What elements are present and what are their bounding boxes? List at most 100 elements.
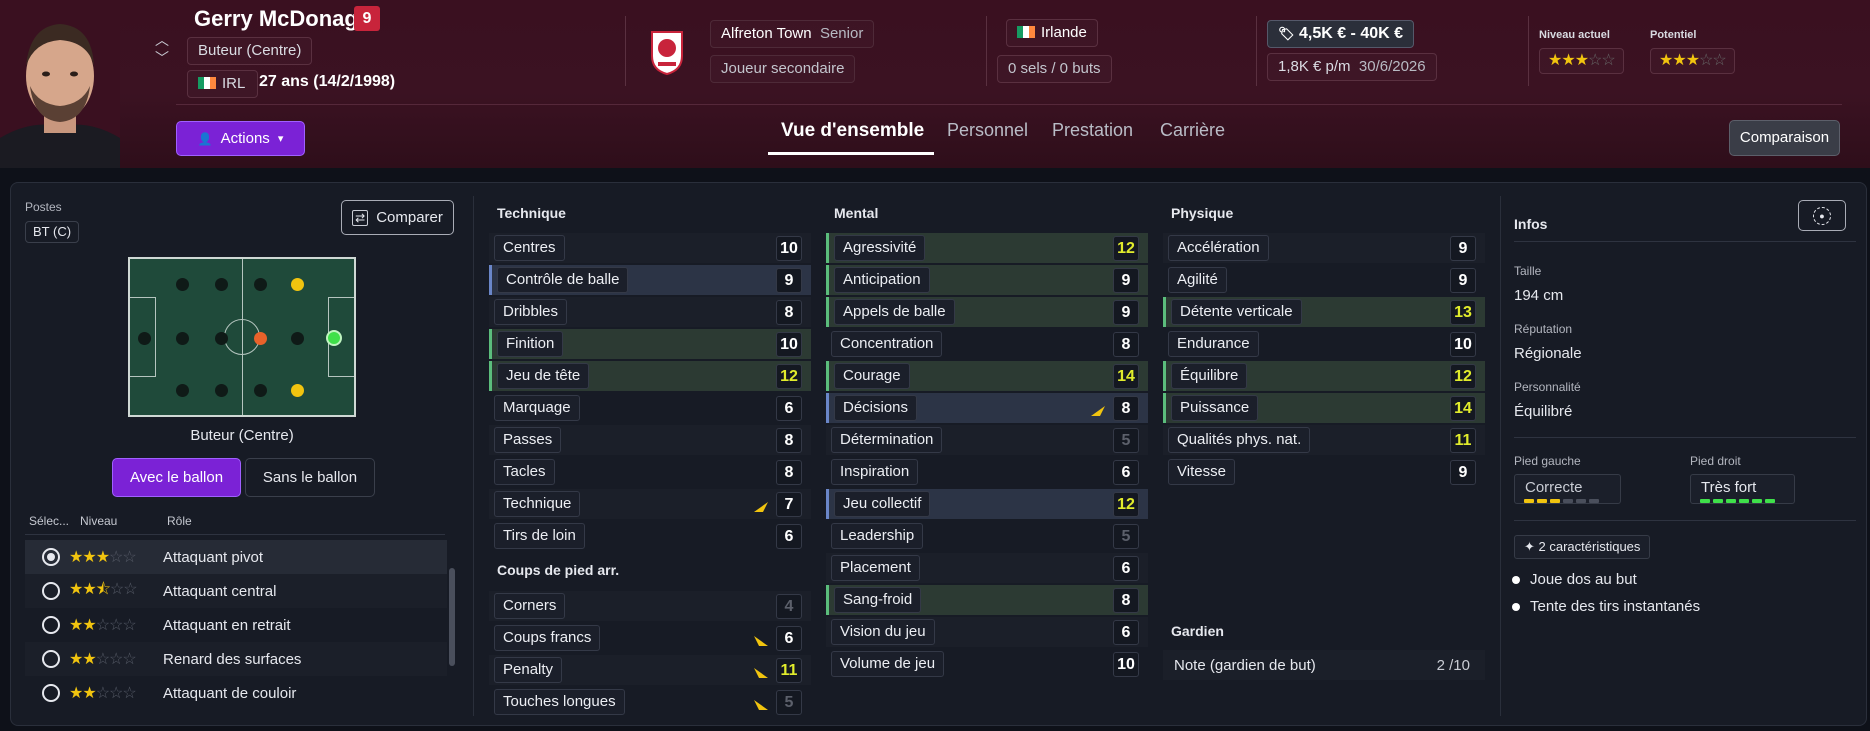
role-row[interactable]: ★★☆☆☆ Attaquant de couloir bbox=[25, 676, 447, 710]
attribute-row[interactable]: Courage 14 bbox=[826, 361, 1148, 391]
role-row[interactable]: ★★⯪☆☆ Attaquant central bbox=[25, 574, 447, 608]
height-label: Taille bbox=[1514, 264, 1542, 278]
attribute-row[interactable]: Contrôle de balle 9 bbox=[489, 265, 811, 295]
attribute-row[interactable]: Placement 6 bbox=[826, 553, 1148, 583]
attribute-row[interactable]: Technique 7 bbox=[489, 489, 811, 519]
attribute-row[interactable]: Passes 8 bbox=[489, 425, 811, 455]
without-ball-toggle[interactable]: Sans le ballon bbox=[245, 458, 375, 497]
position-dot bbox=[254, 384, 267, 397]
divider bbox=[1528, 16, 1529, 86]
attribute-row[interactable]: Accélération 9 bbox=[1163, 233, 1485, 263]
transfer-value: 🏷 4,5K € - 40K € bbox=[1267, 20, 1415, 48]
position-dot bbox=[291, 332, 304, 345]
attribute-row[interactable]: Agressivité 12 bbox=[826, 233, 1148, 263]
attribute-row[interactable]: Tirs de loin 6 bbox=[489, 521, 811, 551]
attribute-row[interactable]: Appels de balle 9 bbox=[826, 297, 1148, 327]
foot-strength-segment bbox=[1726, 499, 1736, 503]
attribute-row[interactable]: Touches longues 5 bbox=[489, 687, 811, 717]
attribute-value: 10 bbox=[776, 235, 802, 261]
role-radio[interactable] bbox=[42, 548, 60, 566]
attribute-row[interactable]: Anticipation 9 bbox=[826, 265, 1148, 295]
attribute-row[interactable]: Jeu de tête 12 bbox=[489, 361, 811, 391]
foot-strength-segment bbox=[1589, 499, 1599, 503]
attribute-row[interactable]: Jeu collectif 12 bbox=[826, 489, 1148, 519]
role-radio[interactable] bbox=[42, 684, 60, 702]
attribute-row[interactable]: Coups francs 6 bbox=[489, 623, 811, 653]
attribute-row[interactable]: Marquage 6 bbox=[489, 393, 811, 423]
club-info[interactable]: Alfreton Town Senior bbox=[710, 20, 875, 48]
with-ball-toggle[interactable]: Avec le ballon bbox=[112, 458, 241, 497]
attribute-row[interactable]: Puissance 14 bbox=[1163, 393, 1485, 423]
profile-view-button[interactable]: ● bbox=[1798, 200, 1846, 231]
attribute-value: 8 bbox=[776, 299, 802, 325]
attribute-value: 14 bbox=[1450, 395, 1476, 421]
attribute-row[interactable]: Volume de jeu 10 bbox=[826, 649, 1148, 679]
roles-scrollbar[interactable] bbox=[449, 568, 455, 666]
physical-title: Physique bbox=[1171, 205, 1234, 221]
attribute-row[interactable]: Équilibre 12 bbox=[1163, 361, 1485, 391]
tab-personal[interactable]: Personnel bbox=[947, 120, 1029, 140]
role-row[interactable]: ★★☆☆☆ Renard des surfaces bbox=[25, 642, 447, 676]
chevron-up-icon[interactable]: ︿ bbox=[155, 32, 169, 48]
attribute-name: Appels de balle bbox=[834, 299, 955, 325]
info-title: Infos bbox=[1514, 216, 1548, 232]
attribute-row[interactable]: Endurance 10 bbox=[1163, 329, 1485, 359]
role-stars: ★★★☆☆ bbox=[69, 549, 137, 566]
attribute-name: Vision du jeu bbox=[831, 619, 935, 645]
attribute-value: 9 bbox=[1450, 267, 1476, 293]
role-radio[interactable] bbox=[42, 582, 60, 600]
col-level[interactable]: Niveau bbox=[80, 514, 118, 528]
attribute-value: 8 bbox=[776, 459, 802, 485]
role-row[interactable]: ★★☆☆☆ Attaquant en retrait bbox=[25, 608, 447, 642]
set-pieces-title: Coups de pied arr. bbox=[497, 562, 620, 578]
chevron-down-icon[interactable]: ﹀ bbox=[155, 50, 169, 66]
attribute-value: 7 bbox=[776, 491, 802, 517]
attribute-value: 4 bbox=[776, 593, 802, 619]
compare-positions-button[interactable]: ⇄ Comparer bbox=[341, 200, 454, 235]
attribute-row[interactable]: Qualités phys. nat. 11 bbox=[1163, 425, 1485, 455]
attribute-value: 9 bbox=[1113, 267, 1139, 293]
attribute-row[interactable]: Vision du jeu 6 bbox=[826, 617, 1148, 647]
attribute-name: Agressivité bbox=[834, 235, 926, 261]
active-tab-indicator bbox=[768, 152, 934, 155]
foot-strength-segment bbox=[1765, 499, 1775, 503]
country-info[interactable]: Irlande bbox=[1006, 19, 1098, 47]
col-role[interactable]: Rôle bbox=[167, 514, 192, 528]
attribute-row[interactable]: Leadership 5 bbox=[826, 521, 1148, 551]
tab-performance[interactable]: Prestation bbox=[1052, 120, 1134, 140]
attribute-row[interactable]: Corners 4 bbox=[489, 591, 811, 621]
attribute-row[interactable]: Tacles 8 bbox=[489, 457, 811, 487]
attribute-row[interactable]: Concentration 8 bbox=[826, 329, 1148, 359]
comparison-button[interactable]: Comparaison bbox=[1729, 120, 1840, 156]
role-radio[interactable] bbox=[42, 616, 60, 634]
attribute-row[interactable]: Sang-froid 8 bbox=[826, 585, 1148, 615]
position-dot bbox=[176, 278, 189, 291]
attribute-row[interactable]: Finition 10 bbox=[489, 329, 811, 359]
club-crest-icon[interactable] bbox=[648, 26, 686, 76]
attribute-row[interactable]: Dribbles 8 bbox=[489, 297, 811, 327]
tab-overview[interactable]: Vue d'ensemble bbox=[781, 120, 925, 141]
trend-down-icon bbox=[754, 697, 768, 710]
current-ability-stars: ★★★☆☆ bbox=[1539, 48, 1624, 74]
attribute-row[interactable]: Détente verticale 13 bbox=[1163, 297, 1485, 327]
mental-title: Mental bbox=[834, 205, 879, 221]
attribute-row[interactable]: Agilité 9 bbox=[1163, 265, 1485, 295]
player-photo bbox=[0, 8, 120, 168]
attribute-row[interactable]: Inspiration 6 bbox=[826, 457, 1148, 487]
attribute-row[interactable]: Penalty 11 bbox=[489, 655, 811, 685]
attribute-name: Endurance bbox=[1168, 331, 1259, 357]
attribute-row[interactable]: Vitesse 9 bbox=[1163, 457, 1485, 487]
attribute-name: Jeu de tête bbox=[497, 363, 590, 389]
col-select[interactable]: Sélec... bbox=[29, 514, 70, 528]
personality-value: Équilibré bbox=[1514, 403, 1573, 420]
attribute-value: 12 bbox=[1113, 235, 1139, 261]
price-tag-icon: 🏷 bbox=[1278, 26, 1295, 41]
role-row[interactable]: ★★★☆☆ Attaquant pivot bbox=[25, 540, 447, 574]
foot-strength-segment bbox=[1713, 499, 1723, 503]
tab-career[interactable]: Carrière bbox=[1160, 120, 1226, 140]
attribute-row[interactable]: Centres 10 bbox=[489, 233, 811, 263]
actions-button[interactable]: 👤 Actions ▾ bbox=[176, 121, 305, 156]
attribute-row[interactable]: Détermination 5 bbox=[826, 425, 1148, 455]
attribute-row[interactable]: Décisions 8 bbox=[826, 393, 1148, 423]
role-radio[interactable] bbox=[42, 650, 60, 668]
